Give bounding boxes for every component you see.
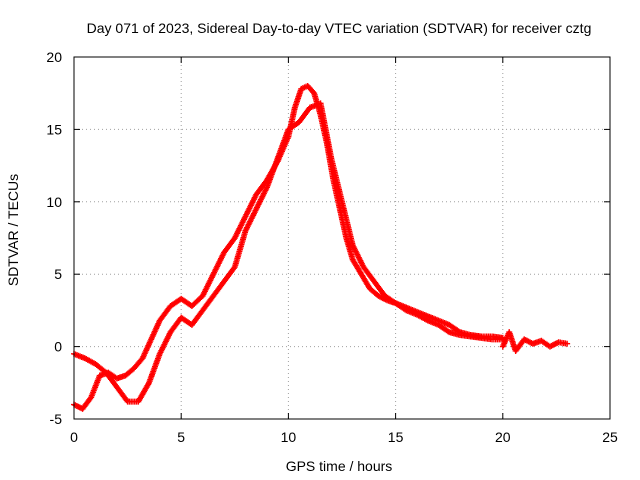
x-axis-label: GPS time / hours	[286, 458, 393, 474]
y-axis-label: SDTVAR / TECUs	[5, 174, 21, 286]
x-tick-label: 20	[495, 429, 511, 445]
x-tick-label: 25	[602, 429, 618, 445]
y-tick-label: 20	[46, 49, 62, 65]
x-tick-label: 10	[281, 429, 297, 445]
y-tick-label: 0	[54, 339, 62, 355]
axis-ticks: 0 5 10 15 20 25 -5 0 5 10 15 20	[46, 49, 618, 445]
x-tick-label: 15	[388, 429, 404, 445]
y-tick-label: 10	[46, 194, 62, 210]
chart-title: Day 071 of 2023, Sidereal Day-to-day VTE…	[87, 20, 592, 36]
y-tick-label: 5	[54, 266, 62, 282]
plot-frame	[73, 56, 611, 420]
x-tick-label: 0	[70, 429, 78, 445]
data-points	[71, 82, 571, 412]
y-tick-label: 15	[46, 121, 62, 137]
data-point	[564, 340, 571, 347]
series-track-b	[71, 100, 506, 405]
x-tick-label: 5	[177, 429, 185, 445]
y-tick-label: -5	[50, 411, 63, 427]
series-track-c	[499, 329, 571, 354]
